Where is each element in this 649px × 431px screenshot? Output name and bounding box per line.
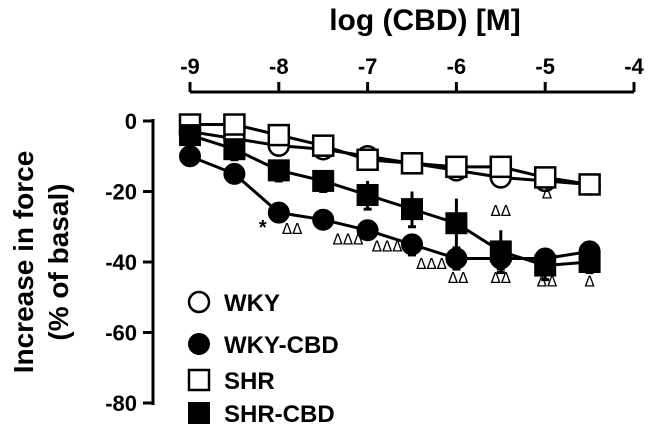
axes: -9 -8 -7 -6 -5 -4 log (CBD) [M] 0 -20 -40 -60 -80 In… <box>8 4 645 416</box>
legend-item-wky-cbd: WKY-CBD <box>188 332 339 359</box>
data-point <box>578 251 601 273</box>
y-tick-label: -40 <box>105 250 137 275</box>
x-tick-label: -9 <box>180 54 200 79</box>
data-point <box>401 198 423 221</box>
data-point <box>401 233 423 256</box>
data-point <box>400 152 424 175</box>
data-point <box>533 166 557 189</box>
data-point <box>267 159 290 182</box>
significance-triangles: ΔΔ <box>448 269 469 287</box>
data-point <box>489 240 512 263</box>
series-line <box>189 130 590 186</box>
data-point <box>311 134 335 157</box>
significance-triangles: Δ <box>542 185 553 203</box>
series-shr <box>178 113 601 196</box>
data-point <box>356 148 379 172</box>
legend: WKY WKY-CBD SHR SHR-CBD <box>187 290 339 428</box>
significance-triangles: Δ <box>584 273 595 291</box>
significance-triangles: ΔΔ <box>491 269 512 287</box>
x-tick-label: -5 <box>535 54 555 79</box>
y-tick-label: 0 <box>125 109 137 134</box>
data-point <box>267 123 291 147</box>
significance-triangles: ΔΔ <box>537 273 558 291</box>
data-point <box>489 155 513 179</box>
x-tick-label: -8 <box>269 54 289 79</box>
data-point <box>267 201 290 224</box>
legend-label: SHR <box>224 368 275 395</box>
significance-triangles: ΔΔΔ <box>416 255 448 273</box>
legend-marker <box>187 290 211 314</box>
legend-label: WKY <box>224 290 280 317</box>
data-point <box>445 247 468 270</box>
legend-marker <box>187 368 211 392</box>
series-line <box>189 133 590 268</box>
significance-star: * <box>259 217 267 239</box>
legend-item-shr-cbd: SHR-CBD <box>188 401 335 428</box>
data-point <box>179 145 201 168</box>
data-point <box>445 155 468 179</box>
x-tick-label: -6 <box>447 54 467 79</box>
series-shr-cbd <box>179 124 601 282</box>
legend-item-wky: WKY <box>187 290 280 317</box>
data-point <box>179 124 201 147</box>
y-tick-label: -80 <box>105 391 137 416</box>
data-point <box>223 162 246 185</box>
data-point <box>534 254 557 277</box>
legend-label: WKY-CBD <box>224 332 339 359</box>
data-point <box>445 212 468 235</box>
series-layer <box>178 113 601 282</box>
y-axis-title-line2: (% of basal) <box>43 183 74 340</box>
significance-triangles: ΔΔ <box>282 220 303 238</box>
significance-triangles: ΔΔ <box>491 202 512 220</box>
y-tick-label: -60 <box>105 321 137 346</box>
x-tick-label: -7 <box>358 54 378 79</box>
data-point <box>356 219 379 242</box>
data-point <box>312 169 335 192</box>
legend-label: SHR-CBD <box>224 401 335 428</box>
data-point <box>578 173 601 196</box>
x-axis-title: log (CBD) [M] <box>329 4 521 37</box>
y-tick-label: -20 <box>105 180 137 205</box>
data-point <box>356 184 379 207</box>
series-line <box>190 123 590 186</box>
significance-triangles: ΔΔΔ <box>333 230 365 248</box>
significance-triangles: ΔΔΔ <box>372 237 404 255</box>
legend-item-shr: SHR <box>187 368 275 395</box>
data-point <box>312 208 335 231</box>
data-point <box>223 113 246 136</box>
legend-marker <box>188 333 210 355</box>
legend-marker <box>188 402 210 424</box>
x-tick-label: -4 <box>624 54 644 79</box>
y-axis-title-line1: Increase in force <box>8 151 39 374</box>
data-point <box>223 138 246 161</box>
